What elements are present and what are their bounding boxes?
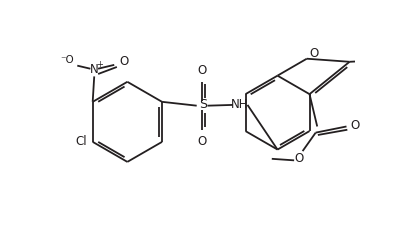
Text: O: O	[198, 135, 207, 148]
Text: Cl: Cl	[76, 135, 87, 148]
Text: N: N	[90, 63, 99, 76]
Text: S: S	[199, 98, 207, 111]
Text: O: O	[120, 55, 129, 68]
Text: O: O	[350, 119, 359, 132]
Text: O: O	[198, 64, 207, 77]
Text: ⁻O: ⁻O	[60, 55, 74, 65]
Text: O: O	[309, 47, 318, 60]
Text: O: O	[294, 152, 303, 165]
Text: +: +	[96, 60, 103, 69]
Text: NH: NH	[231, 98, 248, 111]
